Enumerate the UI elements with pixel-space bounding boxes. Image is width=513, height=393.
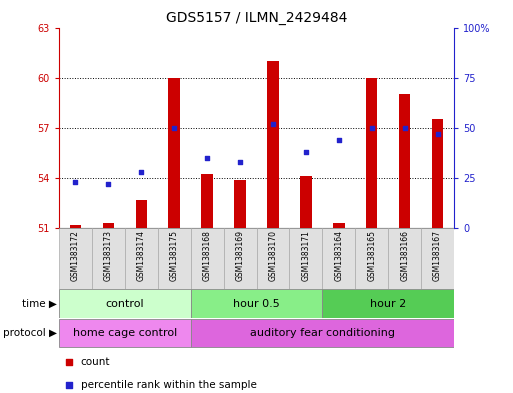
Text: GSM1383169: GSM1383169 [235, 230, 245, 281]
Point [334, 137, 343, 143]
Bar [322, 228, 355, 289]
Text: protocol ▶: protocol ▶ [3, 328, 57, 338]
Bar [158, 228, 191, 289]
Bar [70, 225, 81, 228]
Text: GSM1383168: GSM1383168 [203, 230, 212, 281]
Text: GSM1383175: GSM1383175 [170, 230, 179, 281]
Bar [125, 228, 158, 289]
Bar [59, 228, 92, 289]
Text: time ▶: time ▶ [22, 299, 57, 309]
Text: hour 0.5: hour 0.5 [233, 299, 280, 309]
Bar [103, 223, 114, 228]
Bar [256, 228, 289, 289]
Bar [388, 228, 421, 289]
Text: GSM1383172: GSM1383172 [71, 230, 80, 281]
Point [269, 121, 277, 127]
Point [302, 149, 310, 155]
Text: GSM1383165: GSM1383165 [367, 230, 376, 281]
Point [104, 181, 112, 187]
Point [433, 130, 442, 137]
Text: home cage control: home cage control [73, 328, 177, 338]
Text: GSM1383173: GSM1383173 [104, 230, 113, 281]
Bar [421, 228, 454, 289]
Point [65, 359, 73, 365]
Bar [224, 228, 256, 289]
Bar [432, 119, 443, 228]
Bar [59, 289, 191, 318]
Bar [135, 200, 147, 228]
Bar [333, 223, 345, 228]
Bar [399, 94, 410, 228]
Bar [366, 78, 378, 228]
Point [65, 382, 73, 388]
Bar [191, 228, 224, 289]
Title: GDS5157 / ILMN_2429484: GDS5157 / ILMN_2429484 [166, 11, 347, 25]
Point [71, 179, 80, 185]
Bar [191, 289, 322, 318]
Point [401, 125, 409, 131]
Text: GSM1383171: GSM1383171 [301, 230, 310, 281]
Point [170, 125, 179, 131]
Point [137, 169, 145, 175]
Text: GSM1383170: GSM1383170 [268, 230, 278, 281]
Bar [322, 289, 454, 318]
Bar [92, 228, 125, 289]
Text: control: control [106, 299, 144, 309]
Text: GSM1383174: GSM1383174 [137, 230, 146, 281]
Bar [355, 228, 388, 289]
Bar [168, 78, 180, 228]
Bar [234, 180, 246, 228]
Text: percentile rank within the sample: percentile rank within the sample [81, 380, 256, 389]
Text: GSM1383164: GSM1383164 [334, 230, 343, 281]
Point [236, 159, 244, 165]
Bar [300, 176, 311, 228]
Text: GSM1383167: GSM1383167 [433, 230, 442, 281]
Text: auditory fear conditioning: auditory fear conditioning [250, 328, 395, 338]
Bar [289, 228, 322, 289]
Text: count: count [81, 357, 110, 367]
Text: hour 2: hour 2 [370, 299, 406, 309]
Bar [59, 319, 191, 347]
Text: GSM1383166: GSM1383166 [400, 230, 409, 281]
Bar [202, 174, 213, 228]
Point [368, 125, 376, 131]
Point [203, 154, 211, 161]
Bar [267, 61, 279, 228]
Bar [191, 319, 454, 347]
